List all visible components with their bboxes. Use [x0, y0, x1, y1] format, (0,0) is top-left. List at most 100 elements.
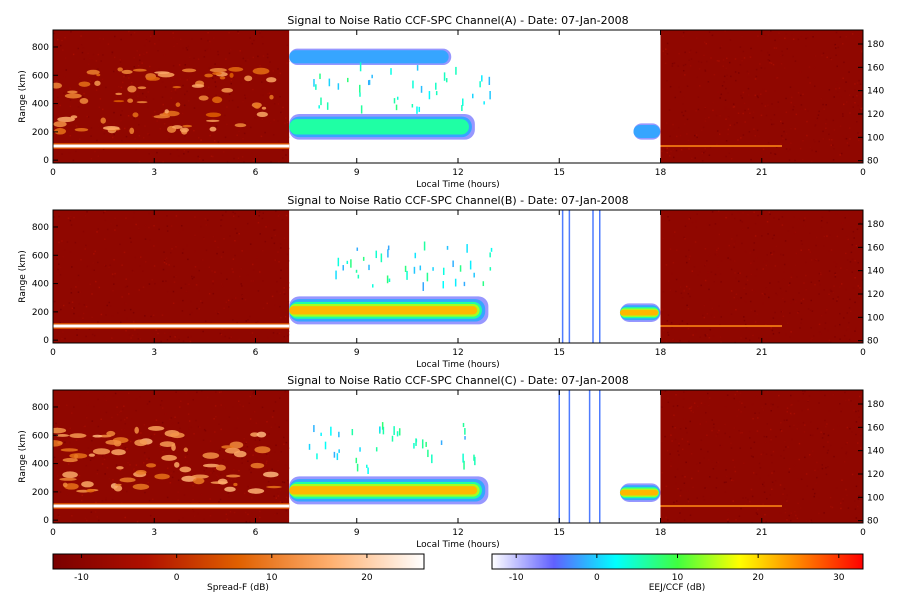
spread-f-noise [842, 500, 844, 502]
spread-f-noise [791, 438, 793, 441]
spread-f-noise [186, 453, 188, 455]
spread-f-noise [772, 123, 775, 125]
spread-f-noise [847, 326, 849, 329]
spread-f-noise [159, 128, 162, 130]
spread-f-noise [665, 264, 668, 266]
spread-f-noise [681, 297, 684, 299]
spread-f-noise [205, 224, 208, 226]
spread-f-noise [173, 276, 175, 278]
spread-f-noise [713, 316, 716, 319]
spread-f-noise [671, 440, 673, 442]
spread-f-plume [209, 126, 217, 132]
spread-f-noise [146, 403, 149, 405]
spread-f-noise [832, 298, 835, 300]
spread-f-noise [671, 326, 673, 329]
eej-speckle [380, 253, 383, 263]
spread-f-noise [209, 76, 212, 79]
spread-f-noise [797, 312, 799, 314]
spread-f-noise [700, 448, 702, 451]
spread-f-noise [772, 403, 774, 406]
spread-f-noise [797, 311, 800, 313]
spread-f-noise [203, 518, 205, 521]
spread-f-noise [757, 35, 759, 37]
spread-f-noise [762, 148, 765, 151]
spread-f-noise [126, 285, 129, 288]
spread-f-noise [97, 228, 99, 230]
spread-f-noise [758, 462, 761, 465]
spread-f-noise [682, 64, 685, 67]
spread-f-noise [192, 399, 194, 401]
spread-f-noise [280, 269, 282, 272]
spread-f-noise [162, 103, 165, 106]
spread-f-noise [785, 33, 788, 35]
eej-speckle [482, 281, 485, 287]
spread-f-noise [662, 237, 664, 240]
spread-f-noise [839, 312, 841, 315]
y-axis-label: Range (km) [18, 430, 28, 482]
spread-f-noise [791, 273, 793, 275]
spread-f-noise [109, 305, 112, 307]
spread-f-noise [825, 473, 828, 476]
spread-f-noise [860, 434, 862, 437]
spread-f-noise [200, 300, 202, 302]
spread-f-noise [801, 159, 804, 161]
y2-tick-label: 80 [867, 517, 879, 527]
spread-f-noise [712, 426, 715, 429]
spread-f-noise [53, 456, 56, 459]
spread-f-noise [143, 44, 146, 47]
spread-f-noise [156, 120, 158, 122]
spread-f-noise [182, 517, 184, 519]
eej-speckle [393, 98, 396, 104]
spread-f-noise [220, 219, 222, 221]
spread-f-noise [730, 447, 733, 449]
spread-f-noise [762, 409, 765, 411]
spread-f-noise [739, 64, 742, 66]
spread-f-noise [827, 434, 830, 437]
spread-f-noise [175, 92, 177, 94]
spread-f-noise [267, 469, 270, 472]
spread-f-noise [705, 411, 707, 414]
spread-f-noise [207, 95, 209, 98]
spread-f-noise [286, 121, 289, 124]
spread-f-noise [144, 491, 146, 494]
spread-f-noise [851, 33, 854, 35]
spread-f-noise [161, 81, 164, 83]
spread-f-noise [833, 148, 835, 150]
spread-f-noise [191, 275, 193, 278]
spread-f-noise [166, 215, 168, 217]
spread-f-noise [845, 443, 847, 445]
spread-f-plume [256, 111, 268, 117]
spread-f-noise [798, 292, 800, 294]
spread-f-noise [739, 432, 742, 434]
spread-f-noise [238, 338, 240, 341]
spread-f-noise [795, 514, 797, 517]
spread-f-noise [240, 81, 242, 84]
spread-f-layer-late [660, 145, 782, 148]
spread-f-noise [210, 321, 212, 324]
spread-f-noise [220, 90, 223, 92]
spread-f-noise [858, 416, 860, 418]
spread-f-noise [702, 495, 705, 498]
spread-f-noise [175, 275, 177, 278]
spread-f-noise [260, 94, 263, 96]
spread-f-noise [715, 435, 718, 437]
spread-f-noise [690, 407, 692, 409]
spread-f-noise [254, 118, 257, 120]
spread-f-noise [759, 467, 762, 469]
spread-f-noise [773, 114, 776, 116]
spread-f-noise [769, 213, 771, 215]
spread-f-noise [94, 511, 97, 513]
spread-f-noise [249, 418, 252, 420]
spread-f-noise [283, 443, 285, 446]
spread-f-noise [114, 35, 116, 38]
spread-f-noise [73, 216, 75, 219]
spread-f-noise [708, 224, 711, 226]
spread-f-noise [249, 37, 251, 39]
spread-f-noise [857, 261, 859, 264]
spread-f-noise [784, 240, 787, 242]
spread-f-noise [727, 133, 729, 135]
spread-f-noise [83, 92, 85, 95]
spread-f-noise [194, 234, 196, 237]
spread-f-plume [60, 448, 79, 452]
spread-f-noise [117, 85, 120, 88]
